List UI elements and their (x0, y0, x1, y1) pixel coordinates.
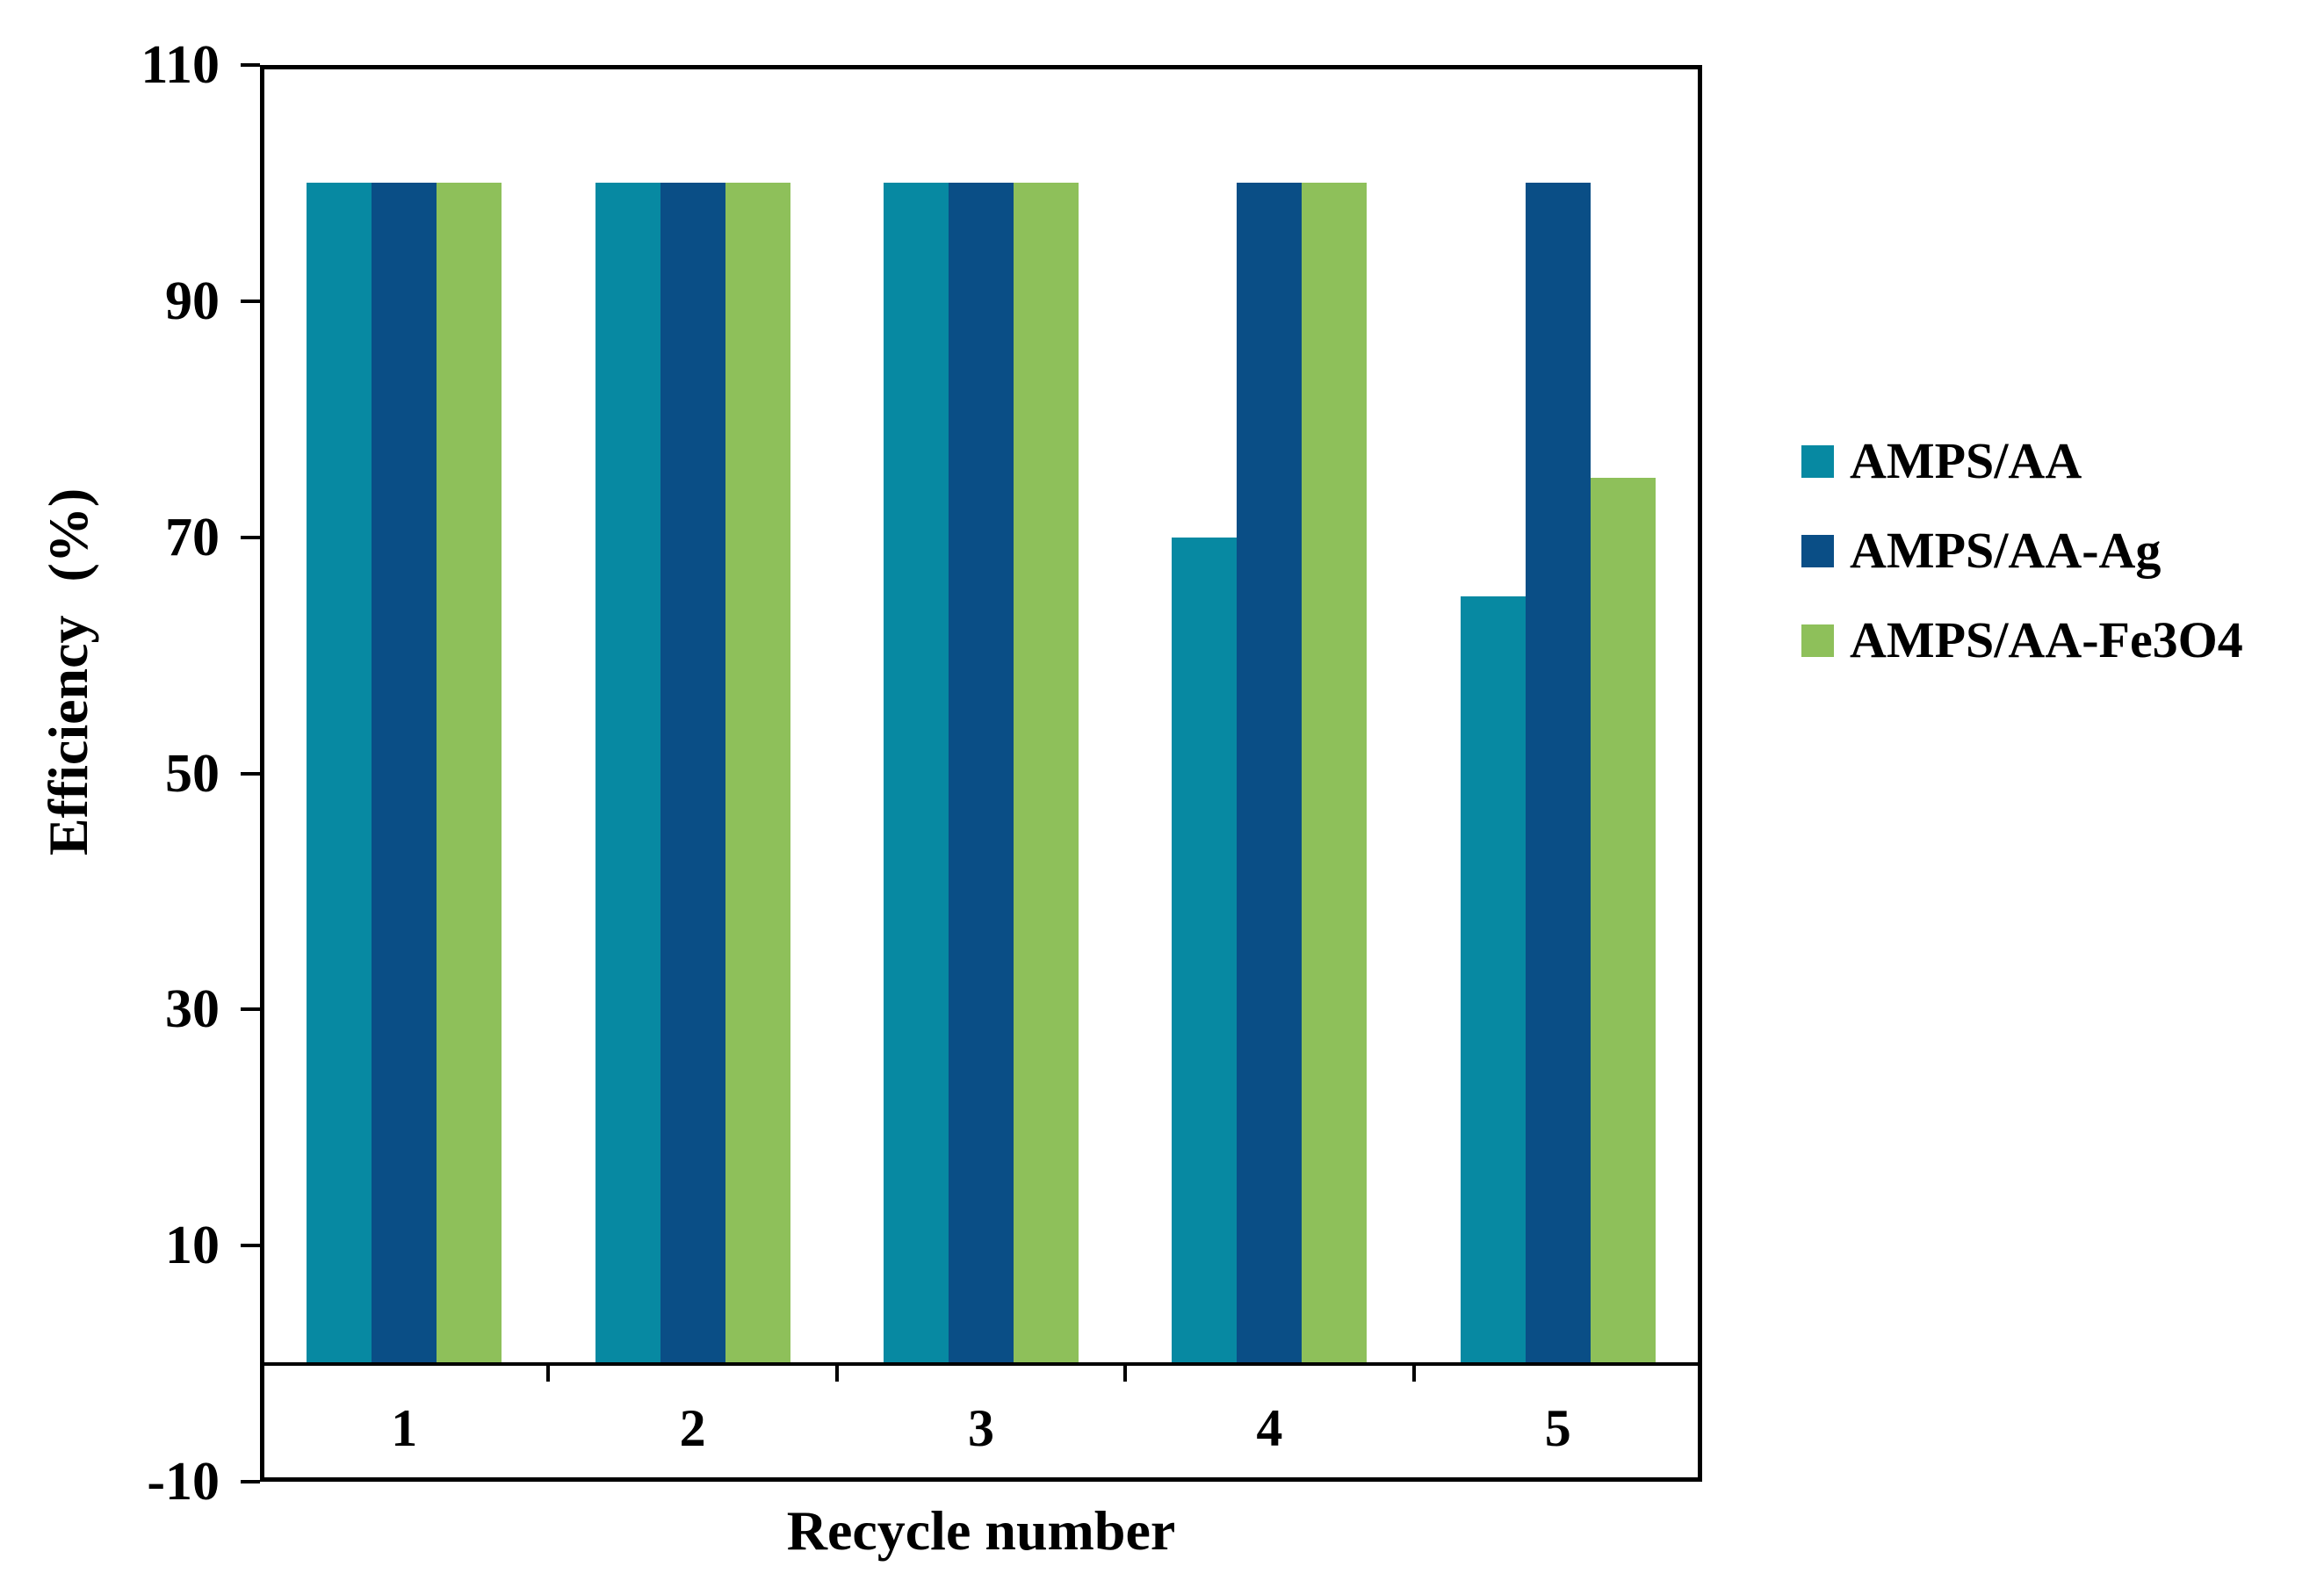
x-axis-title: Recycle number (786, 1499, 1176, 1562)
legend-item: AMPS/AA (1801, 430, 2082, 492)
x-tick-mark (546, 1363, 551, 1382)
legend-swatch-icon (1801, 624, 1834, 657)
bar-series3-cat1 (437, 183, 502, 1364)
bar-series3-cat3 (1014, 183, 1079, 1364)
x-tick-mark (1411, 1363, 1416, 1382)
bar-series2-cat1 (372, 183, 437, 1364)
plot-area (260, 65, 1702, 1482)
y-tick-mark (241, 63, 260, 67)
y-tick-label: 10 (165, 1216, 220, 1276)
legend-swatch-icon (1801, 444, 1834, 478)
legend-label: AMPS/AA-Fe3O4 (1850, 611, 2243, 668)
bar-series1-cat4 (1172, 537, 1238, 1364)
x-axis-zero-line (260, 1361, 1702, 1366)
bar-series3-cat4 (1302, 183, 1368, 1364)
bar-series2-cat5 (1525, 183, 1591, 1364)
legend-swatch-icon (1801, 534, 1834, 567)
y-tick-mark (241, 1007, 260, 1012)
bar-series2-cat2 (660, 183, 725, 1364)
y-tick-mark (241, 1480, 260, 1483)
bar-series1-cat1 (307, 183, 372, 1364)
y-tick-mark (241, 771, 260, 776)
y-tick-label: 90 (165, 271, 220, 331)
y-tick-mark (241, 535, 260, 539)
bar-series1-cat3 (884, 183, 949, 1364)
y-tick-mark (241, 299, 260, 303)
bar-series2-cat4 (1237, 183, 1303, 1364)
x-category-label: 1 (391, 1398, 418, 1457)
x-category-label: 5 (1544, 1398, 1571, 1457)
y-axis-title: Efficiency (%) (37, 487, 99, 856)
legend-label: AMPS/AA-Ag (1850, 522, 2162, 579)
y-tick-label: -10 (147, 1452, 220, 1512)
bar-series3-cat2 (725, 183, 790, 1364)
y-tick-label: 110 (141, 35, 220, 95)
bar-series3-cat5 (1590, 478, 1656, 1364)
legend-item: AMPS/AA-Fe3O4 (1801, 610, 2243, 671)
y-tick-mark (241, 1244, 260, 1248)
x-category-label: 2 (679, 1398, 706, 1457)
y-tick-label: 50 (165, 743, 220, 804)
x-tick-mark (1123, 1363, 1128, 1382)
bar-series1-cat5 (1460, 596, 1526, 1364)
legend-item: AMPS/AA-Ag (1801, 520, 2161, 581)
x-category-label: 4 (1256, 1398, 1283, 1457)
x-tick-mark (834, 1363, 839, 1382)
legend-label: AMPS/AA (1850, 432, 2082, 489)
x-category-label: 3 (967, 1398, 994, 1457)
bar-series1-cat2 (595, 183, 660, 1364)
y-tick-label: 30 (165, 979, 220, 1040)
y-tick-label: 70 (165, 507, 220, 567)
bar-series2-cat3 (949, 183, 1014, 1364)
